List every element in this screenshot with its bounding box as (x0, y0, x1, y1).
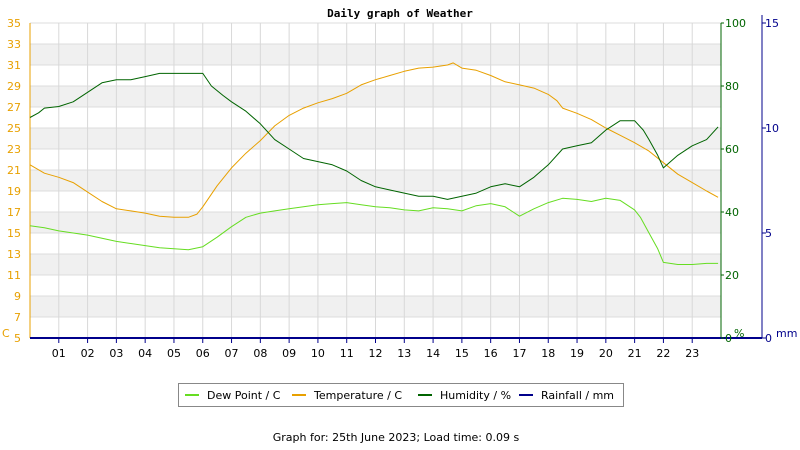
x-tick-label: 11 (340, 347, 354, 360)
left-tick-label: 13 (7, 248, 21, 261)
left-tick-label: 17 (7, 206, 21, 219)
left-tick-label: 31 (7, 59, 21, 72)
x-tick-label: 02 (81, 347, 95, 360)
x-tick-label: 07 (225, 347, 239, 360)
humidity-tick-label: 0 (725, 332, 732, 345)
footer-status: Graph for: 25th June 2023; Load time: 0.… (272, 431, 520, 444)
rainfall-tick-label: 5 (765, 227, 772, 240)
left-tick-label: 23 (7, 143, 21, 156)
left-tick-label: 21 (7, 164, 21, 177)
x-tick-label: 01 (52, 347, 66, 360)
x-tick-label: 14 (426, 347, 440, 360)
left-tick-label: 19 (7, 185, 21, 198)
chart-title: Daily graph of Weather (327, 7, 473, 20)
x-tick-label: 17 (512, 347, 526, 360)
legend-label: Rainfall / mm (541, 389, 615, 402)
legend-item: Temperature / C (292, 389, 402, 402)
legend-item: Dew Point / C (185, 389, 280, 402)
rainfall-tick-label: 10 (765, 122, 779, 135)
x-tick-label: 06 (196, 347, 210, 360)
left-tick-label: 11 (7, 269, 21, 282)
legend-swatch (519, 394, 533, 396)
x-tick-label: 04 (138, 347, 152, 360)
humidity-tick-label: 60 (725, 143, 739, 156)
left-tick-label: 25 (7, 122, 21, 135)
left-tick-label: 27 (7, 101, 21, 114)
legend-label: Dew Point / C (207, 389, 281, 402)
rainfall-axis-unit: mm (776, 327, 797, 340)
x-tick-label: 16 (484, 347, 498, 360)
x-tick-label: 13 (397, 347, 411, 360)
rainfall-tick-label: 0 (765, 332, 772, 345)
humidity-tick-label: 100 (725, 17, 746, 30)
legend-label: Temperature / C (314, 389, 403, 402)
x-tick-label: 12 (369, 347, 383, 360)
legend-swatch (185, 394, 199, 396)
x-tick-label: 08 (253, 347, 267, 360)
x-tick-label: 15 (455, 347, 469, 360)
legend-swatch (292, 394, 306, 396)
x-tick-label: 23 (685, 347, 699, 360)
left-axis-unit: C (2, 327, 10, 340)
left-tick-label: 35 (7, 17, 21, 30)
x-tick-label: 19 (570, 347, 584, 360)
left-tick-label: 7 (14, 311, 21, 324)
humidity-tick-label: 80 (725, 80, 739, 93)
x-tick-label: 21 (628, 347, 642, 360)
legend-label: Humidity / % (440, 389, 512, 402)
legend-item: Humidity / % (418, 389, 511, 402)
legend-swatch (418, 394, 432, 396)
x-tick-label: 10 (311, 347, 325, 360)
humidity-tick-label: 20 (725, 269, 739, 282)
legend-item: Rainfall / mm (519, 389, 614, 402)
left-tick-label: 33 (7, 38, 21, 51)
chart-legend: Dew Point / C Temperature / C Humidity / %… (178, 383, 624, 407)
humidity-tick-label: 40 (725, 206, 739, 219)
left-tick-label: 15 (7, 227, 21, 240)
left-tick-label: 29 (7, 80, 21, 93)
series-line-temperature (29, 62, 719, 218)
left-tick-label: 9 (14, 290, 21, 303)
series-line-humidity (29, 72, 719, 200)
x-tick-label: 09 (282, 347, 296, 360)
rainfall-tick-label: 15 (765, 17, 779, 30)
x-tick-label: 03 (109, 347, 123, 360)
x-tick-label: 18 (541, 347, 555, 360)
x-tick-label: 20 (599, 347, 613, 360)
x-tick-label: 22 (656, 347, 670, 360)
x-tick-label: 05 (167, 347, 181, 360)
series-line-dew (29, 197, 719, 265)
humidity-axis-unit: % (734, 327, 744, 340)
left-tick-label: 5 (14, 332, 21, 345)
